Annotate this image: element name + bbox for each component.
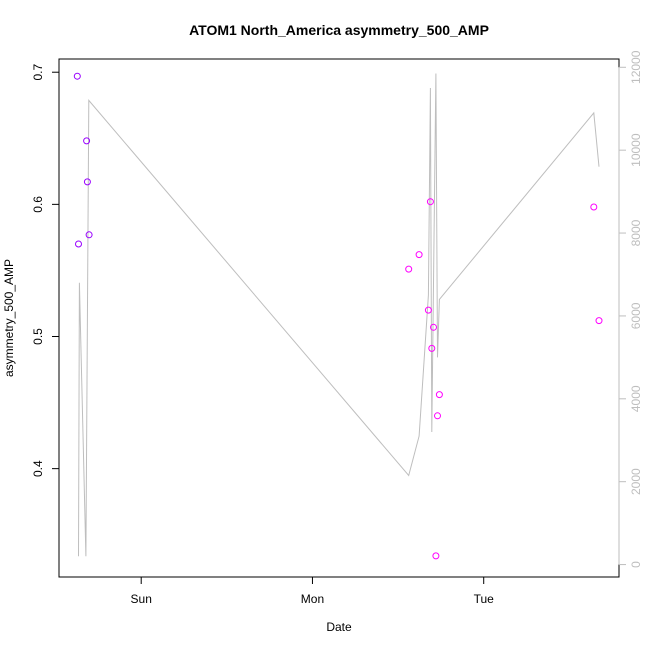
y-axis-label: asymmetry_500_AMP xyxy=(2,259,16,377)
data-point-0-1 xyxy=(75,240,82,248)
data-point-1-2 xyxy=(424,306,432,314)
data-point-0-4 xyxy=(85,231,93,239)
y2-tick-label: 8000 xyxy=(629,219,643,246)
data-point-1-10 xyxy=(595,317,603,325)
x-tick-label: Tue xyxy=(474,592,495,606)
data-point-1-8 xyxy=(435,391,443,399)
x-tick-label: Sun xyxy=(131,592,152,606)
y-axis-right: 0 2000 4000 6000 8000 10000 12000 xyxy=(618,50,643,568)
y-tick-label: 0.4 xyxy=(31,460,45,477)
x-axis: Sun Mon Tue xyxy=(131,576,495,606)
data-point-1-6 xyxy=(432,552,440,560)
y-tick-label: 0.6 xyxy=(31,196,45,213)
data-point-1-0 xyxy=(405,265,413,273)
series-layer xyxy=(73,72,603,560)
y2-tick-label: 2000 xyxy=(629,468,643,495)
series-line-2 xyxy=(78,73,600,557)
y-tick-label: 0.7 xyxy=(31,64,45,81)
data-point-1-5 xyxy=(430,323,437,331)
y2-tick-label: 12000 xyxy=(629,50,643,84)
data-point-0-2 xyxy=(83,137,91,145)
data-point-1-9 xyxy=(590,203,598,211)
y2-tick-label: 6000 xyxy=(629,302,643,329)
data-point-1-1 xyxy=(415,251,423,259)
y-axis-left: 0.4 0.5 0.6 0.7 xyxy=(31,64,60,477)
data-point-1-4 xyxy=(428,344,436,352)
data-point-1-7 xyxy=(434,412,441,420)
y-tick-label: 0.5 xyxy=(31,328,45,345)
data-point-1-3 xyxy=(426,198,434,206)
data-point-0-3 xyxy=(83,178,91,186)
y2-tick-label: 4000 xyxy=(629,385,643,412)
chart-title: ATOM1 North_America asymmetry_500_AMP xyxy=(189,22,489,38)
data-point-0-0 xyxy=(73,72,81,80)
x-axis-label: Date xyxy=(326,620,352,634)
y2-tick-label: 0 xyxy=(629,561,643,568)
x-tick-label: Mon xyxy=(301,592,324,606)
plot-frame xyxy=(58,58,620,578)
y2-tick-label: 10000 xyxy=(629,133,643,167)
